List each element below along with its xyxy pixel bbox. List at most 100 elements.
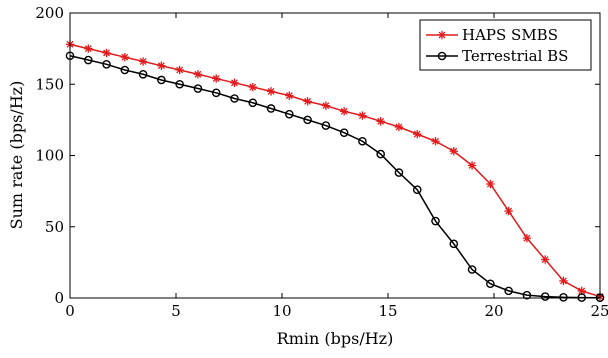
data-point-haps-smbs [540, 255, 550, 264]
data-point-terrestrial-bs [394, 168, 404, 177]
data-point-terrestrial-bs [339, 128, 349, 137]
data-point-haps-smbs [504, 206, 513, 216]
data-point-terrestrial-bs [358, 136, 367, 146]
data-point-haps-smbs [431, 137, 440, 146]
data-point-haps-smbs [394, 122, 404, 132]
marker-stroke [103, 49, 110, 57]
plot-area [65, 40, 605, 303]
data-point-terrestrial-bs [157, 75, 166, 85]
data-point-terrestrial-bs [467, 265, 477, 274]
x-tick-label: 5 [171, 302, 181, 320]
data-point-terrestrial-bs [211, 88, 221, 98]
series-line-haps-smbs [69, 43, 601, 298]
data-point-haps-smbs [175, 65, 184, 75]
marker-stroke [322, 102, 330, 110]
legend-label-haps-smbs: HAPS SMBS [462, 26, 558, 44]
data-point-haps-smbs [321, 101, 331, 110]
marker-stroke [486, 180, 494, 188]
marker-stroke [578, 287, 586, 295]
data-point-haps-smbs [266, 87, 276, 96]
marker-stroke [438, 31, 446, 39]
legend-label-terrestrial-bs: Terrestrial BS [462, 47, 568, 65]
data-point-haps-smbs [522, 233, 532, 243]
data-point-terrestrial-bs [193, 84, 203, 93]
legend-marker-haps-smbs [437, 30, 447, 40]
data-point-terrestrial-bs [248, 98, 258, 108]
x-tick-label: 25 [590, 302, 608, 320]
data-point-terrestrial-bs [486, 279, 495, 289]
y-tick-label: 100 [35, 147, 64, 165]
data-point-terrestrial-bs [102, 60, 111, 69]
data-point-terrestrial-bs [559, 292, 568, 302]
data-point-terrestrial-bs [120, 65, 130, 75]
marker-stroke [523, 234, 531, 242]
data-point-haps-smbs [303, 97, 312, 106]
data-point-terrestrial-bs [230, 94, 239, 103]
y-axis-title: Sum rate (bps/Hz) [7, 81, 26, 230]
legend: HAPS SMBS Terrestrial BS [419, 19, 592, 71]
marker-stroke [157, 62, 165, 70]
marker-stroke [176, 66, 184, 74]
data-point-haps-smbs [449, 147, 458, 156]
data-point-terrestrial-bs [138, 69, 148, 79]
data-point-terrestrial-bs [175, 79, 184, 89]
data-point-haps-smbs [212, 74, 221, 83]
y-tick-label: 50 [45, 218, 64, 236]
data-point-haps-smbs [120, 52, 130, 62]
data-point-terrestrial-bs [412, 185, 422, 194]
x-tick-label: 20 [484, 302, 503, 320]
marker-stroke [212, 75, 220, 82]
data-point-haps-smbs [230, 78, 239, 88]
data-point-haps-smbs [376, 117, 385, 126]
marker-stroke [505, 207, 513, 215]
data-point-terrestrial-bs [83, 55, 93, 65]
data-point-haps-smbs [248, 82, 257, 92]
marker-stroke [358, 112, 366, 120]
data-point-haps-smbs [467, 161, 477, 170]
data-point-terrestrial-bs [321, 121, 331, 130]
marker-stroke [285, 92, 293, 100]
marker-stroke [267, 87, 275, 95]
data-point-haps-smbs [358, 111, 367, 120]
marker-stroke [84, 45, 92, 53]
data-point-haps-smbs [84, 44, 93, 53]
x-tick-label: 10 [272, 302, 291, 320]
data-point-haps-smbs [339, 107, 349, 116]
marker-stroke [304, 97, 312, 105]
marker-stroke [432, 137, 439, 145]
data-point-terrestrial-bs [266, 104, 276, 113]
x-tick-label: 0 [65, 302, 75, 320]
data-point-haps-smbs [413, 129, 422, 139]
marker-stroke [541, 256, 549, 263]
marker-stroke [468, 162, 476, 169]
data-point-haps-smbs [486, 179, 495, 189]
marker-stroke [450, 147, 458, 155]
data-point-haps-smbs [559, 276, 568, 286]
marker-stroke [194, 70, 202, 78]
x-axis-title: Rmin (bps/Hz) [277, 329, 394, 348]
data-point-haps-smbs [157, 61, 166, 70]
data-point-terrestrial-bs [285, 109, 294, 119]
data-point-terrestrial-bs [449, 239, 459, 249]
legend-box [419, 19, 592, 71]
y-tick-label: 150 [35, 75, 64, 93]
data-point-haps-smbs [138, 57, 148, 66]
y-tick-label: 200 [35, 4, 64, 22]
data-point-haps-smbs [193, 70, 203, 79]
data-point-terrestrial-bs [431, 216, 440, 226]
series-line-terrestrial-bs [69, 55, 601, 299]
x-tick-label: 15 [378, 302, 397, 320]
marker-stroke [413, 130, 421, 138]
data-point-haps-smbs [285, 91, 294, 100]
data-point-haps-smbs [102, 48, 111, 58]
marker-stroke [121, 53, 129, 61]
legend-marker-terrestrial-bs [437, 51, 447, 61]
data-point-terrestrial-bs [540, 292, 550, 301]
data-point-terrestrial-bs [376, 149, 385, 159]
data-point-haps-smbs [577, 286, 586, 296]
marker-stroke [377, 117, 385, 125]
marker-stroke [139, 58, 147, 65]
marker-stroke [560, 277, 567, 285]
data-point-terrestrial-bs [504, 286, 513, 296]
